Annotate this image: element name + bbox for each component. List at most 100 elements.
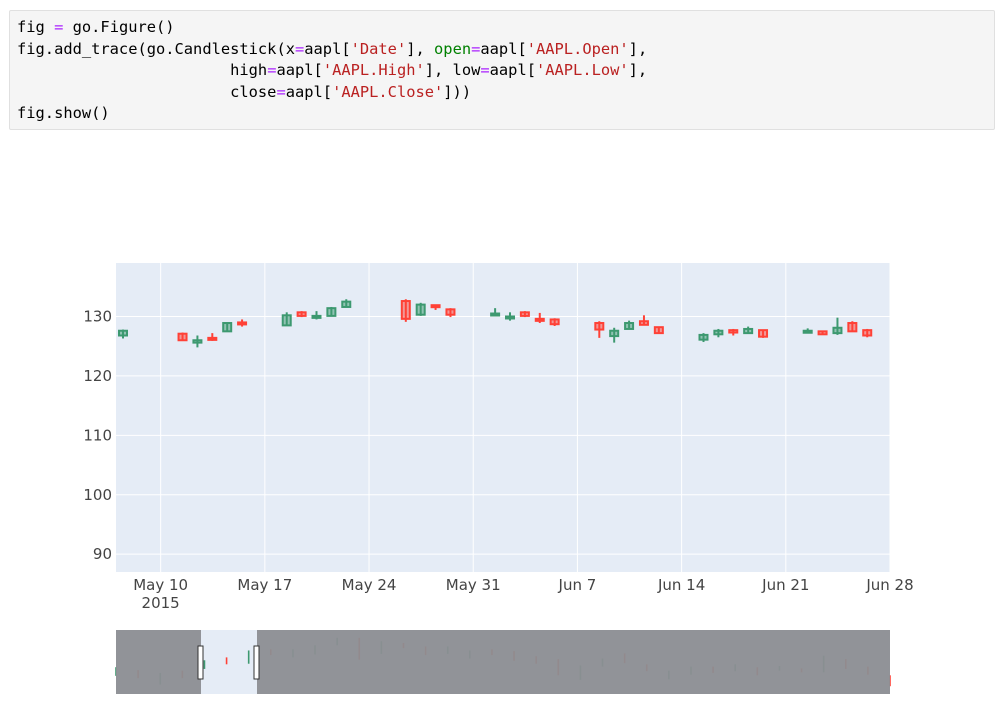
code-token: close (17, 82, 277, 101)
gridlines (116, 263, 891, 572)
candle-body (415, 303, 426, 316)
candle-decreasing[interactable] (549, 318, 560, 326)
y-axis-ticks: 90 100 110 120 130 (83, 307, 112, 563)
x-tick-label: May 31 (446, 576, 501, 594)
code-token: = (54, 18, 64, 36)
candle-decreasing[interactable] (728, 328, 739, 336)
code-token: = (480, 61, 490, 79)
candle-decreasing[interactable] (847, 321, 858, 333)
candle-body (430, 304, 441, 309)
candle-increasing[interactable] (743, 326, 754, 335)
candle-decreasing[interactable] (430, 304, 441, 310)
candle-body (817, 330, 828, 336)
code-line: fig.show() (17, 104, 110, 122)
candle-body (519, 311, 530, 317)
range-slider-handle-right[interactable] (253, 645, 260, 680)
code-token: open (434, 39, 472, 58)
y-tick-label: 100 (83, 486, 112, 504)
candle-increasing[interactable] (624, 320, 635, 330)
candle-increasing[interactable] (281, 312, 292, 327)
candle-body (847, 322, 858, 333)
candle-body (326, 307, 337, 317)
x-tick-label: May 24 (342, 576, 397, 594)
candle-body (624, 322, 635, 330)
code-editor[interactable]: fig = go.Figure() fig.add_trace(go.Candl… (17, 17, 647, 125)
code-token: ], low (424, 61, 481, 79)
candle-decreasing[interactable] (445, 308, 456, 318)
candle-body (594, 322, 605, 331)
code-token: aapl[ (285, 82, 333, 101)
candle-body (177, 332, 188, 342)
y-tick-label: 130 (83, 307, 112, 325)
candle-increasing[interactable] (192, 335, 203, 348)
candle-decreasing[interactable] (653, 326, 664, 335)
candle-body (713, 329, 724, 336)
candle-decreasing[interactable] (177, 332, 188, 342)
y-tick-label: 120 (83, 367, 112, 385)
code-line: high=aapl['AAPL.High'], low=aapl['AAPL.L… (17, 61, 647, 79)
x-tick-label: Jun 14 (657, 576, 705, 594)
candle-increasing[interactable] (698, 333, 709, 343)
range-slider-mask-right (257, 630, 890, 694)
candle-increasing[interactable] (415, 302, 426, 316)
x-tick-label: May 10 (133, 576, 188, 594)
range-slider-handle-left[interactable] (197, 645, 204, 680)
candle-increasing[interactable] (490, 308, 501, 317)
candle-body (445, 308, 456, 316)
candle-decreasing[interactable] (638, 315, 649, 326)
candle-decreasing[interactable] (296, 311, 307, 318)
x-tick-label: Jun 28 (865, 576, 913, 594)
candle-increasing[interactable] (713, 328, 724, 338)
code-line: fig.add_trace(go.Candlestick(x=aapl['Dat… (17, 40, 647, 58)
code-token: high (17, 61, 268, 79)
candle-increasing[interactable] (832, 317, 843, 335)
candle-body (758, 329, 769, 338)
candle-increasing[interactable] (802, 328, 813, 334)
code-token: = (294, 39, 305, 58)
candle-increasing[interactable] (326, 306, 337, 317)
code-token: fig.show() (17, 104, 110, 122)
candles (118, 299, 873, 348)
x-tick-label: Jun 7 (558, 576, 597, 594)
code-cell[interactable]: fig = go.Figure() fig.add_trace(go.Candl… (9, 10, 995, 130)
candle-decreasing[interactable] (862, 328, 873, 338)
code-token: 'AAPL.High' (322, 61, 425, 79)
candle-decreasing[interactable] (817, 330, 828, 336)
candle-body (490, 312, 501, 317)
candle-body (192, 339, 203, 344)
candle-decreasing[interactable] (534, 312, 545, 324)
candle-increasing[interactable] (118, 329, 128, 339)
code-token: aapl[ (480, 39, 527, 58)
candle-decreasing[interactable] (594, 321, 605, 338)
candle-body (311, 314, 322, 319)
candle-body (207, 336, 218, 341)
candle-body (698, 333, 709, 341)
candle-decreasing[interactable] (207, 333, 218, 341)
candle-decreasing[interactable] (519, 311, 530, 318)
code-line: close=aapl['AAPL.Close'])) (17, 83, 471, 101)
range-slider[interactable] (115, 630, 891, 694)
candle-increasing[interactable] (341, 299, 352, 308)
code-token: = (471, 39, 481, 58)
plot-area[interactable] (116, 263, 890, 572)
x-tick-label: Jun 21 (761, 576, 809, 594)
candle-decreasing[interactable] (400, 299, 411, 322)
candle-body (296, 311, 307, 317)
candle-body (549, 318, 560, 326)
candle-increasing[interactable] (222, 322, 233, 333)
candle-body (832, 326, 843, 335)
code-token: aapl[ (276, 61, 323, 79)
candle-increasing[interactable] (505, 312, 515, 321)
candle-increasing[interactable] (609, 327, 620, 343)
candle-body (400, 300, 411, 320)
candle-decreasing[interactable] (237, 319, 248, 327)
candle-body (118, 329, 128, 337)
y-tick-label: 110 (83, 426, 112, 444)
range-slider-mask-left (116, 630, 201, 694)
code-token: = (276, 82, 286, 101)
candle-decreasing[interactable] (758, 329, 769, 338)
candle-increasing[interactable] (311, 311, 322, 320)
code-token: aapl[ (304, 39, 351, 58)
